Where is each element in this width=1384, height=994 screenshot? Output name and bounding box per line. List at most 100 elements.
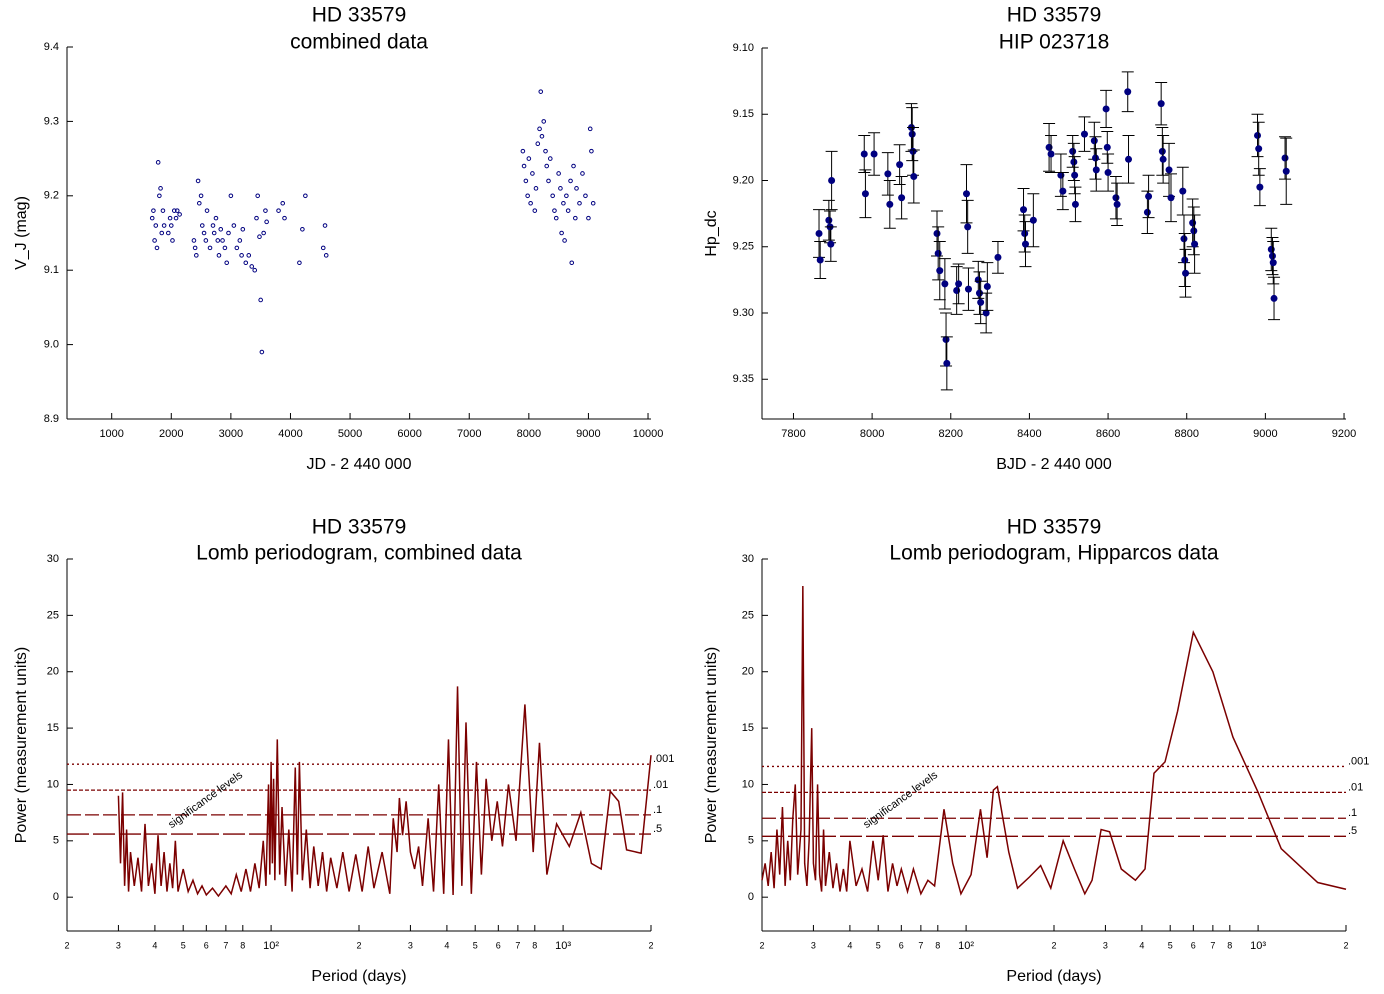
x-tick-label: 6 xyxy=(496,940,501,950)
data-point xyxy=(152,238,157,243)
y-tick-label: 0 xyxy=(53,891,59,903)
x-tick-label: 2 xyxy=(759,940,764,950)
data-point xyxy=(1092,166,1100,174)
data-point xyxy=(586,215,591,221)
data-point xyxy=(1254,131,1262,139)
x-tick-label: 4 xyxy=(1139,940,1144,950)
data-point xyxy=(975,289,983,297)
data-point xyxy=(194,253,199,258)
data-point xyxy=(526,156,532,161)
data-point xyxy=(936,267,944,275)
data-point xyxy=(297,260,302,266)
data-point xyxy=(149,215,155,221)
x-tick-label: 10³ xyxy=(555,940,571,952)
data-point xyxy=(199,223,205,228)
data-point xyxy=(943,359,951,367)
data-point xyxy=(1256,183,1264,191)
data-point xyxy=(1113,200,1121,208)
data-point xyxy=(1020,206,1028,214)
data-point xyxy=(237,238,243,243)
data-point xyxy=(1080,130,1088,138)
data-point xyxy=(550,193,555,199)
data-point xyxy=(1165,166,1173,174)
data-point xyxy=(246,253,252,258)
data-point xyxy=(589,148,594,154)
data-point xyxy=(168,223,174,228)
x-tick-label: 9200 xyxy=(1332,428,1356,440)
data-point xyxy=(537,126,542,132)
x-tick-label: 8200 xyxy=(939,428,963,440)
x-tick-label: 6 xyxy=(899,940,904,950)
data-point xyxy=(587,126,593,132)
data-point xyxy=(1281,154,1289,162)
y-tick-label: 15 xyxy=(742,722,754,734)
data-point xyxy=(884,170,892,178)
data-point xyxy=(192,245,198,251)
x-tick-label: 2 xyxy=(356,940,361,950)
x-tick-label: 8000 xyxy=(517,428,541,440)
data-point xyxy=(553,215,559,221)
data-point xyxy=(174,208,180,213)
data-point xyxy=(191,238,197,243)
x-tick-label: 8 xyxy=(935,940,940,950)
data-point xyxy=(1070,158,1078,166)
x-tick-label: 10² xyxy=(263,940,279,952)
data-point xyxy=(530,171,535,176)
data-point xyxy=(195,178,201,184)
data-point xyxy=(243,260,249,266)
data-point xyxy=(1069,147,1077,155)
data-point xyxy=(568,178,573,184)
x-tick-label: 10³ xyxy=(1250,940,1266,952)
data-point xyxy=(160,208,166,213)
x-tick-label: 5 xyxy=(876,940,881,950)
data-point xyxy=(562,238,567,243)
data-point xyxy=(198,193,204,199)
y-tick-label: 9.35 xyxy=(733,373,754,385)
data-point xyxy=(1179,187,1187,195)
data-point xyxy=(224,260,230,266)
power-line xyxy=(117,686,652,898)
data-point xyxy=(1269,259,1277,267)
data-point xyxy=(151,208,156,213)
data-point xyxy=(261,230,266,236)
chart-title: HD 33579 xyxy=(1007,516,1102,539)
data-point xyxy=(543,148,548,154)
y-tick-label: 9.2 xyxy=(44,190,59,202)
chart-title: HD 33579 xyxy=(1007,4,1102,27)
x-tick-label: 8800 xyxy=(1174,428,1198,440)
significance-label: .1 xyxy=(653,804,662,816)
data-point xyxy=(201,230,207,236)
data-point xyxy=(254,215,259,221)
data-point xyxy=(539,133,545,139)
data-point xyxy=(941,280,949,288)
data-point xyxy=(320,245,326,251)
y-tick-label: 10 xyxy=(47,778,59,790)
y-tick-label: 9.4 xyxy=(44,41,59,53)
data-point xyxy=(870,150,878,158)
data-point xyxy=(815,230,823,237)
x-tick-label: 9000 xyxy=(1253,428,1277,440)
data-point xyxy=(1180,235,1188,243)
data-point xyxy=(827,240,835,248)
data-point xyxy=(552,208,557,213)
x-tick-label: 8600 xyxy=(1096,428,1120,440)
chart-subtitle: Lomb periodogram, Hipparcos data xyxy=(889,542,1219,565)
data-point xyxy=(153,223,159,228)
data-point xyxy=(1103,143,1111,151)
data-point xyxy=(909,147,917,155)
data-point xyxy=(1112,194,1120,202)
x-tick-label: 6000 xyxy=(397,428,421,440)
data-point xyxy=(558,186,563,191)
x-tick-label: 8400 xyxy=(1017,428,1041,440)
data-point xyxy=(977,298,985,306)
data-point xyxy=(583,193,588,199)
x-tick-label: 5 xyxy=(473,940,478,950)
data-point xyxy=(1021,240,1029,248)
data-point xyxy=(964,285,972,293)
y-axis-label: Hp_dc xyxy=(703,210,720,256)
x-tick-label: 7800 xyxy=(781,428,805,440)
data-point xyxy=(521,163,527,169)
data-point xyxy=(196,200,202,206)
data-point xyxy=(211,230,217,236)
